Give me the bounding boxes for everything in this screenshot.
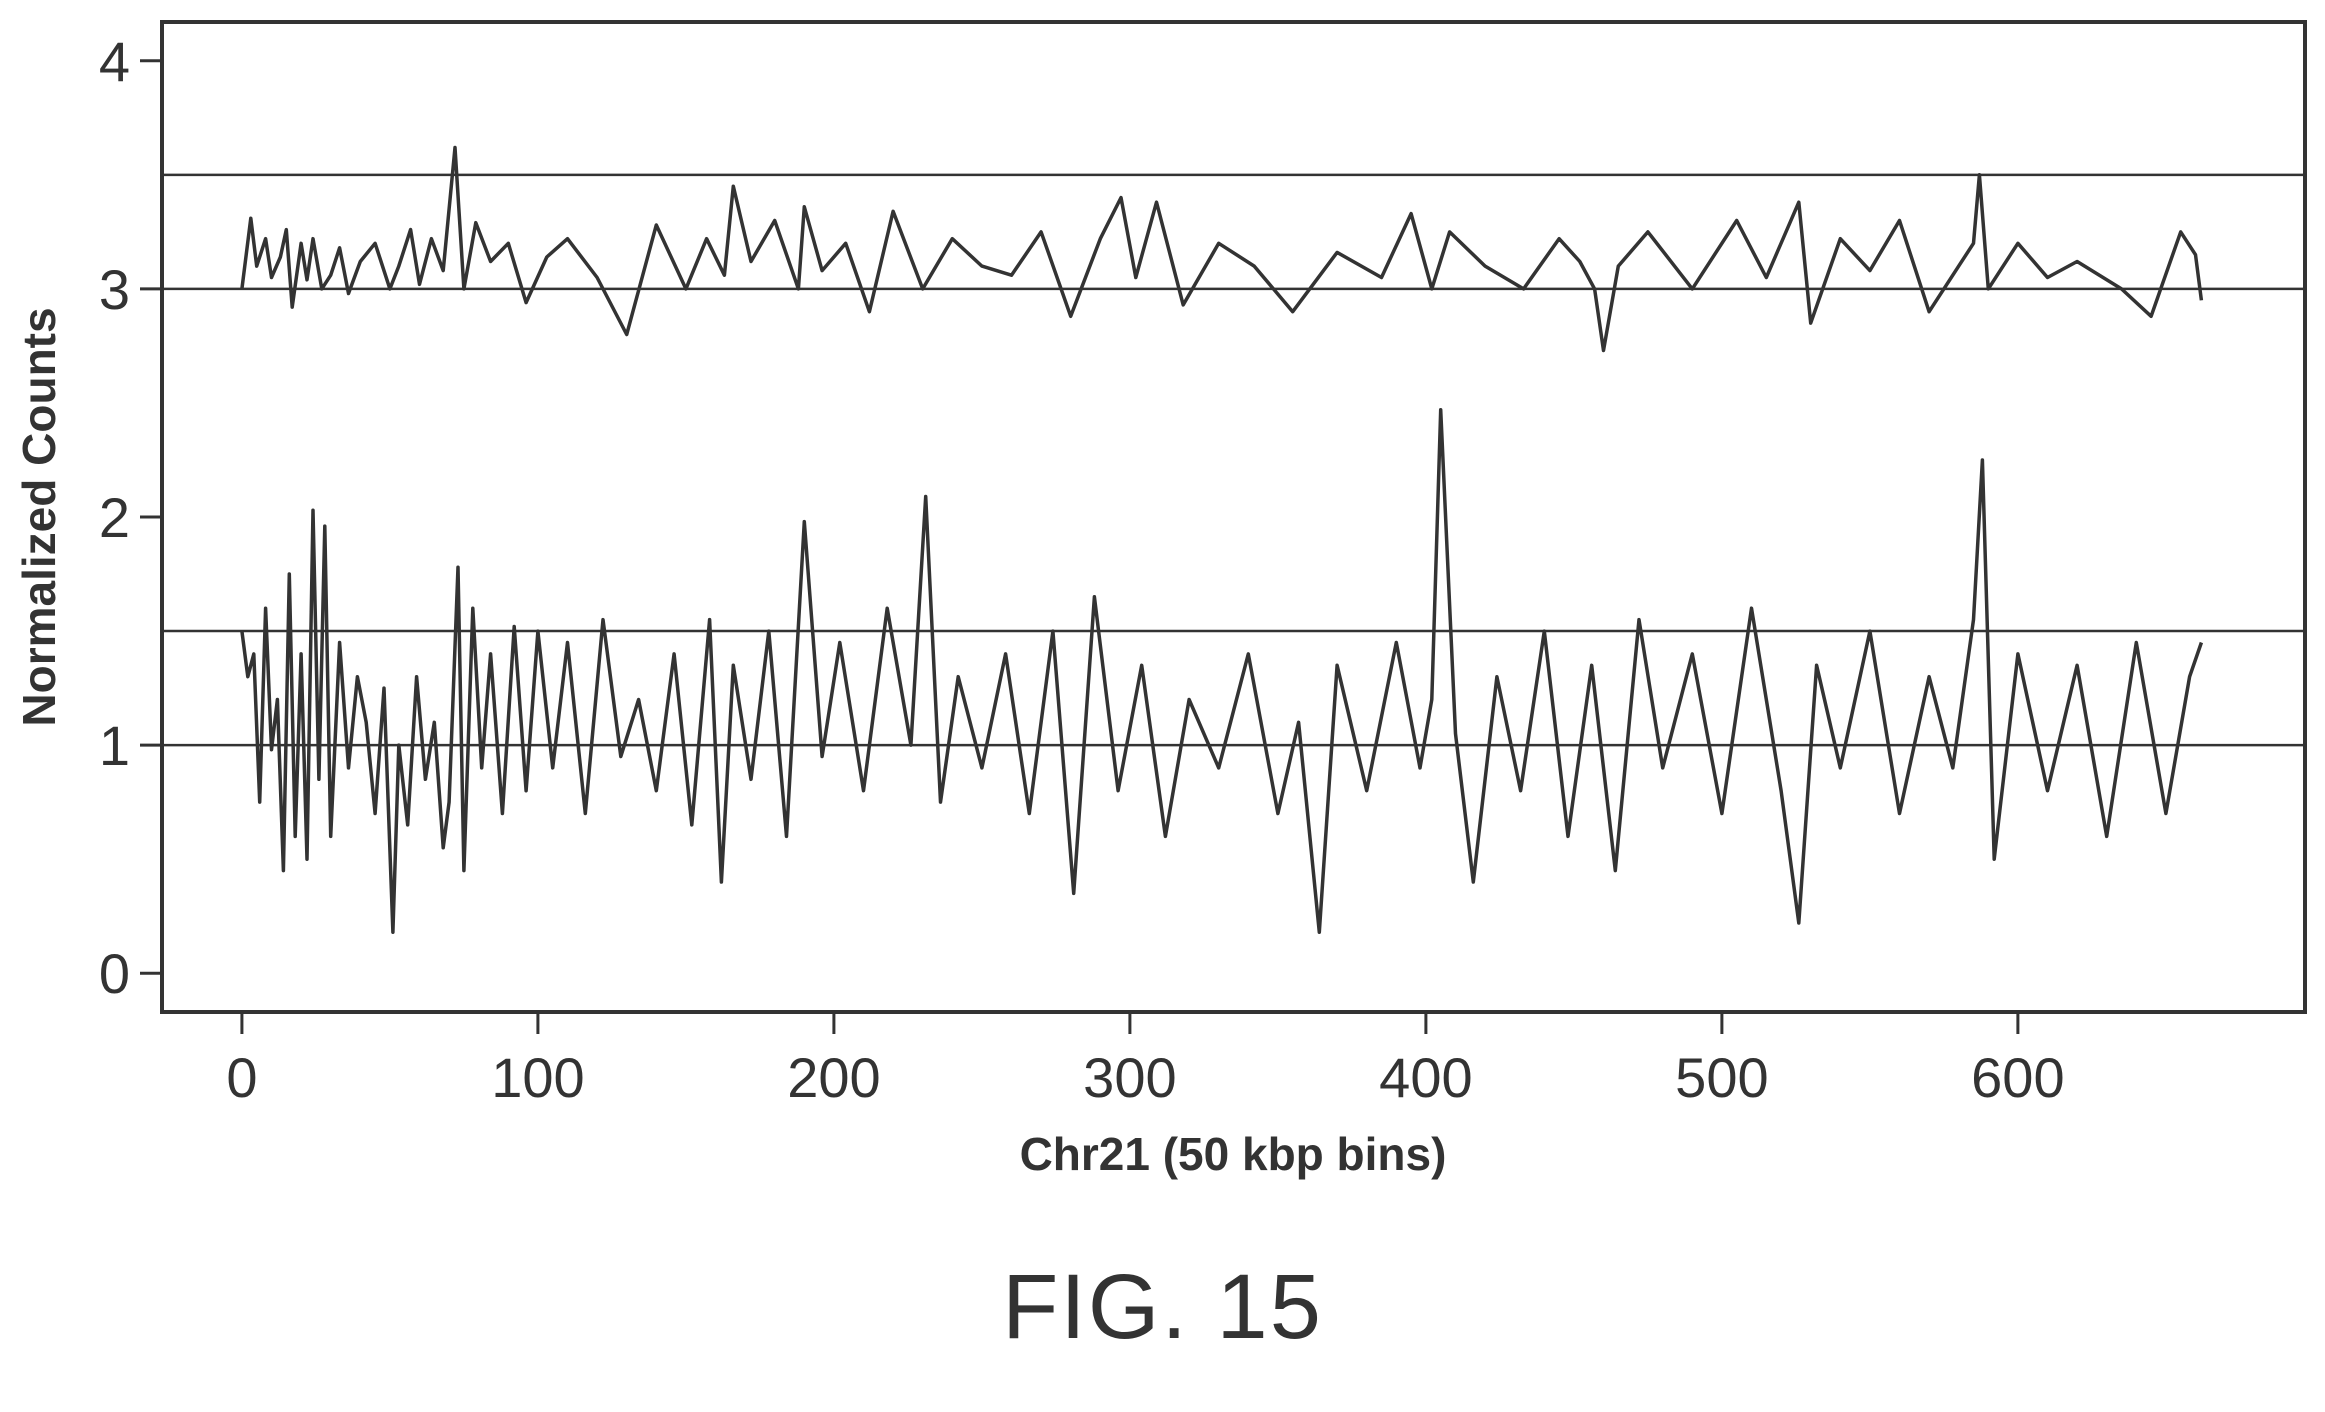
x-tick-label: 300: [1083, 1046, 1176, 1109]
y-axis-title: Normalized Counts: [13, 307, 65, 726]
x-tick-label: 500: [1675, 1046, 1768, 1109]
y-tick-label: 3: [99, 258, 130, 321]
x-tick-label: 400: [1379, 1046, 1472, 1109]
x-axis-ticks: 0 100 200 300 400 500 600: [226, 1012, 2065, 1109]
x-tick-label: 600: [1971, 1046, 2064, 1109]
x-tick-label: 0: [226, 1046, 257, 1109]
x-tick-label: 100: [491, 1046, 584, 1109]
y-tick-label: 1: [99, 714, 130, 777]
series-layer: [240, 145, 2204, 934]
series-line-1: [240, 145, 2204, 353]
y-axis-ticks: 0 1 2 3 4: [99, 30, 162, 1005]
figure-label: FIG. 15: [1002, 1256, 1323, 1358]
y-tick-label: 4: [99, 30, 130, 93]
y-tick-label: 0: [99, 942, 130, 1005]
x-axis-title: Chr21 (50 kbp bins): [1020, 1128, 1447, 1180]
y-tick-label: 2: [99, 486, 130, 549]
x-tick-label: 200: [787, 1046, 880, 1109]
series-line-2: [240, 408, 2204, 934]
